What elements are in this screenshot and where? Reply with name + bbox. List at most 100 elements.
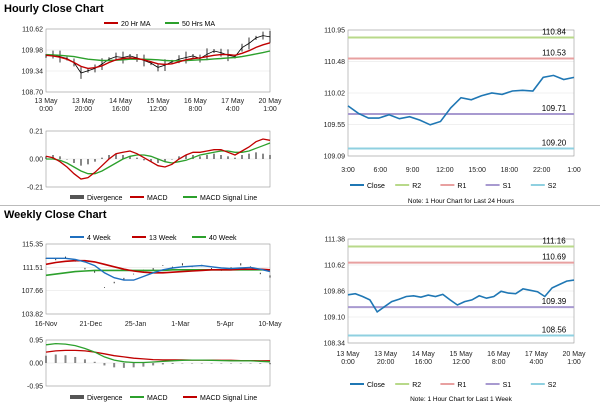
hourly-divergence-bar <box>45 156 47 159</box>
hourly-50ma-line <box>45 50 271 62</box>
hourly-divergence-bar <box>129 156 131 159</box>
hourly-divergence-bar <box>101 157 103 159</box>
weekly-divergence-bar <box>200 363 203 364</box>
hourly-divergence-bar <box>87 159 89 165</box>
weekly-price-ytick-label: 115.35 <box>22 242 43 249</box>
hourly-price-ytick-label: 109.98 <box>22 48 44 55</box>
legend-weekly-divergence-label: Divergence <box>87 395 123 402</box>
hourly-divergence-bar <box>115 153 117 159</box>
weekly-week-xtick-label: 14 May 16:00 <box>412 351 435 366</box>
hourly-price-xtick-label: 20 May 1:00 <box>259 98 282 113</box>
legend-weekly-macd-signal-label: MACD Signal Line <box>200 395 257 402</box>
hourly-divergence-bar <box>185 155 187 159</box>
weekly-price-xtick-label: 5-Apr <box>217 321 235 328</box>
hourly-divergence-bar <box>59 156 61 159</box>
hourly-divergence-bar <box>248 153 250 159</box>
weekly-divergence-bar <box>191 363 194 364</box>
legend-50hr-ma-label: 50 Hrs MA <box>182 21 215 28</box>
hourly-24h-xtick-label: 22:00 <box>533 167 551 174</box>
hourly-macd-ytick-label: 0.00 <box>29 157 43 164</box>
hourly-divergence-bar <box>150 159 152 162</box>
hourly-24h-note: Note: 1 Hour Chart for Last 24 Hours <box>408 198 515 205</box>
hourly-24h-close-line <box>347 74 575 126</box>
hourly-24h-xtick-label: 6:00 <box>373 167 387 174</box>
weekly-week-legend-s1-label: S1 <box>503 382 512 389</box>
hourly-20ma-line <box>45 42 271 70</box>
weekly-week-xtick-label: 16 May 8:00 <box>487 351 510 366</box>
weekly-macd-signal-line <box>45 349 270 362</box>
weekly-divergence-bar <box>161 363 164 365</box>
weekly-divergence-bar <box>220 363 223 364</box>
hourly-24h-xtick-label: 3:00 <box>341 167 355 174</box>
legend-weekly-macd-label: MACD <box>147 395 168 402</box>
hourly-divergence-bar <box>94 159 96 162</box>
hourly-macd-signal-line <box>46 142 271 175</box>
hourly-divergence-bar <box>178 156 180 159</box>
hourly-macd-line <box>45 138 271 180</box>
hourly-price-ytick-label: 110.62 <box>22 27 43 34</box>
hourly-24h-frame <box>347 29 575 157</box>
weekly-divergence-bar <box>74 356 77 363</box>
weekly-week-xtick-label: 15 May 12:00 <box>450 351 473 366</box>
hourly-price-xtick-label: 17 May 4:00 <box>221 98 244 113</box>
weekly-section-title: Weekly Close Chart <box>4 209 107 221</box>
weekly-price-ytick-label: 111.51 <box>23 265 43 272</box>
hourly-divergence-bar <box>199 156 201 159</box>
weekly-divergence-bar <box>122 363 125 368</box>
weekly-week-legend-close-label: Close <box>367 382 385 389</box>
weekly-divergence-bar <box>83 359 86 363</box>
hourly-24h-level-label: 110.53 <box>542 48 566 57</box>
weekly-price-xtick-label: 10-May <box>258 321 282 328</box>
weekly-week-close-line <box>347 279 575 314</box>
hourly-divergence-bar <box>164 159 166 162</box>
hourly-24h-xtick-label: 12:00 <box>436 167 454 174</box>
weekly-divergence-bar <box>54 354 57 363</box>
hourly-24h-ytick-label: 109.55 <box>324 122 346 129</box>
hourly-24h-xtick-label: 1:00 <box>567 167 581 174</box>
weekly-week-level-label: 108.56 <box>542 325 567 334</box>
weekly-week-ytick-label: 111.38 <box>325 237 345 244</box>
weekly-divergence-bar <box>142 363 145 367</box>
hourly-close-line <box>45 35 271 74</box>
weekly-divergence-bar <box>64 355 67 363</box>
hourly-price-frame <box>45 28 271 93</box>
weekly-price-xtick-label: 16-Nov <box>35 321 58 328</box>
hourly-divergence-bar <box>73 159 75 163</box>
weekly-week-ytick-label: 110.62 <box>324 263 345 270</box>
hourly-24h-level-label: 109.71 <box>542 104 567 113</box>
weekly-divergence-bar <box>249 363 252 364</box>
legend-13-week-label: 13 Week <box>149 235 177 242</box>
hourly-price-xtick-label: 13 May 20:00 <box>72 98 95 113</box>
weekly-price-xtick-label: 25-Jan <box>125 321 147 328</box>
legend-hourly-macd-label: MACD <box>147 195 168 202</box>
weekly-divergence-bar <box>230 363 233 364</box>
hourly-divergence-bar <box>122 155 124 159</box>
legend-40-week-label: 40 Week <box>209 235 237 242</box>
hourly-24h-level-label: 109.20 <box>542 139 567 148</box>
hourly-divergence-bar <box>206 155 208 159</box>
weekly-divergence-bar <box>132 363 135 368</box>
weekly-price-frame <box>45 243 271 315</box>
weekly-week-xtick-label: 13 May 20:00 <box>374 351 397 366</box>
weekly-week-ytick-label: 109.10 <box>324 315 346 322</box>
hourly-divergence-bar <box>262 153 264 159</box>
weekly-price-xtick-label: 1-Mar <box>171 321 190 328</box>
legend-hourly-divergence-swatch <box>70 195 84 199</box>
hourly-24h-ytick-label: 110.95 <box>324 28 345 35</box>
hourly-price-xtick-label: 16 May 8:00 <box>184 98 207 113</box>
hourly-24h-xtick-label: 15:00 <box>468 167 486 174</box>
hourly-price-xtick-label: 14 May 16:00 <box>109 98 132 113</box>
weekly-divergence-bar <box>45 355 47 363</box>
weekly-week-xtick-label: 13 May 0:00 <box>337 351 360 366</box>
weekly-week-ytick-label: 108.34 <box>324 341 346 348</box>
hourly-macd-ytick-label: 0.21 <box>29 129 43 136</box>
weekly-week-legend-r1-label: R1 <box>457 382 466 389</box>
weekly-13wk-line <box>45 259 271 274</box>
hourly-divergence-bar <box>269 155 271 159</box>
hourly-price-ytick-label: 108.70 <box>22 90 44 97</box>
hourly-divergence-bar <box>255 152 257 159</box>
weekly-divergence-bar <box>152 363 155 366</box>
weekly-divergence-bar <box>269 363 271 365</box>
hourly-divergence-bar <box>66 159 68 160</box>
